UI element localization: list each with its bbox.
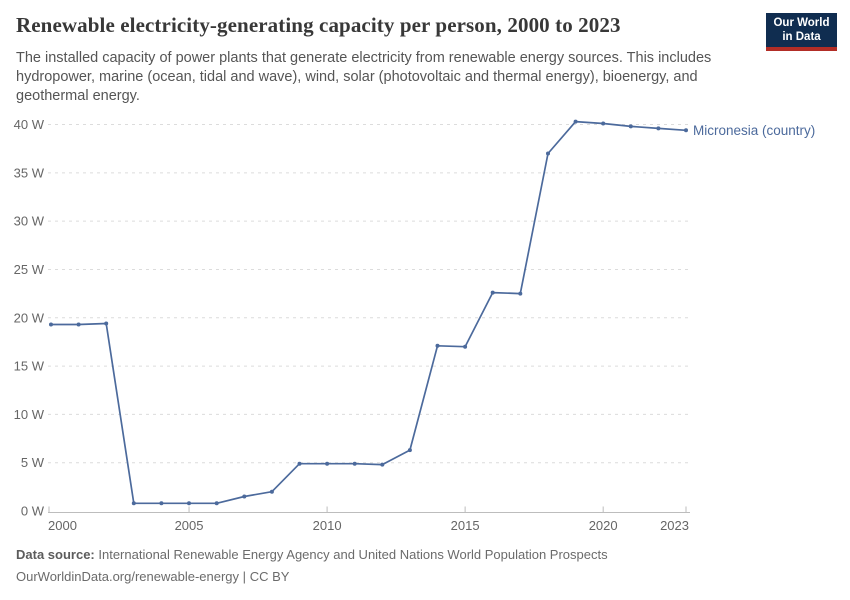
owid-url-link[interactable]: OurWorldinData.org/renewable-energy	[16, 569, 240, 585]
x-tick-label: 2023	[660, 518, 689, 533]
data-point[interactable]	[407, 448, 412, 453]
y-tick-label: 0 W	[21, 504, 45, 519]
chart-subtitle: The installed capacity of power plants t…	[16, 50, 712, 105]
chart-title: Renewable electricity-generating capacit…	[16, 13, 621, 37]
y-tick-label: 25 W	[14, 262, 45, 277]
y-tick-label: 15 W	[14, 359, 45, 374]
data-point[interactable]	[214, 501, 219, 506]
owid-logo-line1: Our World	[773, 16, 830, 29]
data-point[interactable]	[159, 501, 164, 506]
data-point[interactable]	[546, 151, 550, 156]
data-point[interactable]	[76, 322, 81, 327]
license-text: CC BY	[249, 569, 290, 585]
x-tick-label: 2005	[175, 518, 204, 533]
owid-logo[interactable]: Our World in Data	[766, 13, 837, 51]
data-point[interactable]	[490, 290, 495, 295]
license-line: OurWorldinData.org/renewable-energy | CC…	[16, 566, 608, 588]
data-point[interactable]	[131, 501, 136, 506]
chart-footer: Data source: International Renewable Ene…	[16, 544, 608, 588]
line-chart-svg[interactable]: 0 W 5 W 10 W 15 W 20 W 25 W 30 W 35 W 40 W 2000 20…	[0, 95, 850, 555]
y-tick-label: 35 W	[14, 165, 45, 180]
data-point[interactable]	[297, 461, 302, 466]
data-point[interactable]	[352, 461, 357, 466]
footer-separator: |	[242, 569, 247, 585]
data-point[interactable]	[628, 124, 633, 129]
y-tick-label: 30 W	[14, 214, 45, 229]
data-source-label: Data source:	[16, 547, 95, 562]
x-tick-label: 2000	[48, 518, 77, 533]
data-point[interactable]	[242, 494, 247, 499]
data-point[interactable]	[269, 489, 274, 494]
data-source-text: International Renewable Energy Agency an…	[98, 547, 608, 562]
x-tick-label: 2010	[313, 518, 342, 533]
data-point[interactable]	[518, 291, 523, 296]
y-tick-label: 40 W	[14, 117, 45, 132]
data-point[interactable]	[656, 126, 661, 131]
data-point[interactable]	[601, 121, 606, 126]
data-point[interactable]	[380, 462, 385, 467]
series-label[interactable]: Micronesia (country)	[693, 123, 815, 138]
data-point[interactable]	[435, 343, 440, 348]
data-point[interactable]	[325, 461, 330, 466]
y-tick-label: 5 W	[21, 455, 45, 470]
data-point[interactable]	[104, 321, 109, 326]
data-point[interactable]	[187, 501, 191, 506]
owid-logo-line2: in Data	[782, 31, 821, 43]
data-point[interactable]	[684, 128, 688, 133]
data-source-line: Data source: International Renewable Ene…	[16, 544, 608, 566]
x-tick-label: 2015	[451, 518, 480, 533]
data-point[interactable]	[463, 344, 468, 349]
data-point[interactable]	[573, 119, 578, 124]
y-tick-label: 10 W	[14, 407, 45, 422]
x-tick-label: 2020	[589, 518, 618, 533]
data-point[interactable]	[49, 322, 53, 327]
series-line[interactable]	[50, 120, 687, 505]
y-tick-label: 20 W	[14, 310, 45, 325]
